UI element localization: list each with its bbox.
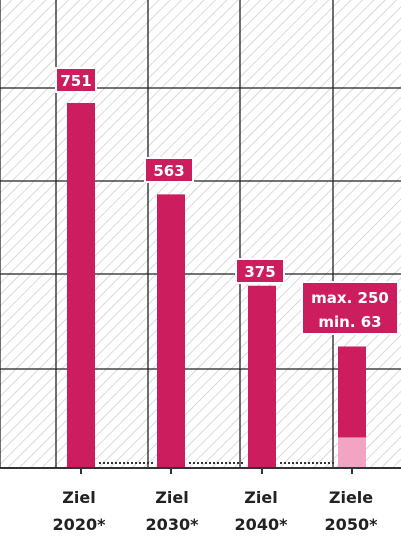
value-label-1: 751 xyxy=(60,72,91,90)
range-label-max: max. 250 xyxy=(311,289,389,307)
value-label-box-3 xyxy=(235,258,285,284)
x-label-2-line2: 2030* xyxy=(146,515,200,534)
range-label-min: min. 63 xyxy=(318,313,381,331)
x-label-4-line1: Ziele xyxy=(329,488,373,507)
bar-1 xyxy=(67,103,95,468)
x-label-2-line1: Ziel xyxy=(155,488,188,507)
bar-3 xyxy=(248,285,276,468)
bar-4-min-segment xyxy=(338,437,366,468)
bar-2 xyxy=(157,194,185,468)
bars xyxy=(67,103,366,468)
x-label-3-line2: 2040* xyxy=(235,515,289,534)
x-label-3-line1: Ziel xyxy=(244,488,277,507)
value-labels: 751 563 375 max. 250 min. 63 xyxy=(55,67,399,335)
x-label-1-line2: 2020* xyxy=(53,515,107,534)
range-label-box xyxy=(301,281,399,335)
x-label-1-line1: Ziel xyxy=(62,488,95,507)
value-label-2: 563 xyxy=(153,162,184,180)
value-label-3: 375 xyxy=(244,263,275,281)
value-label-box-1 xyxy=(55,67,97,93)
x-label-4-line2: 2050* xyxy=(325,515,379,534)
x-axis xyxy=(0,462,401,474)
value-label-box-2 xyxy=(144,157,194,183)
